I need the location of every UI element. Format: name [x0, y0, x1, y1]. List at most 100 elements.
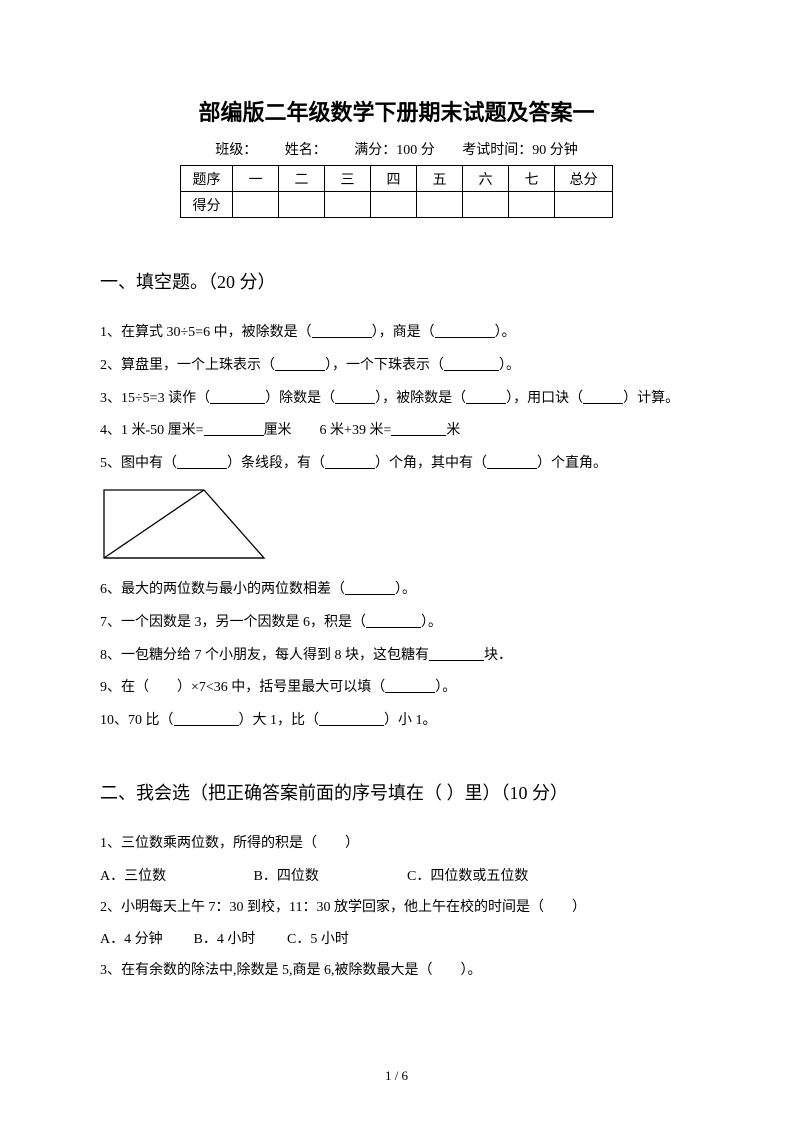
- q6-text-b: ）。: [395, 582, 416, 597]
- s2-q1-options: A．三位数 B．四位数 C．四位数或五位数: [100, 862, 693, 893]
- score-label: 得分: [181, 192, 233, 218]
- score-cell: [279, 192, 325, 218]
- q9: 9、在（ ）×7<36 中，括号里最大可以填（ ）。: [100, 673, 693, 704]
- col-1: 一: [233, 166, 279, 192]
- option-b: B．4 小时: [194, 925, 284, 956]
- blank: [275, 357, 325, 371]
- q3-text-c: ），被除数是（: [375, 391, 466, 406]
- q4-text-a: 4、1 米-50 厘米=: [100, 423, 204, 438]
- blank: [210, 390, 265, 404]
- blank: [435, 324, 495, 338]
- q5-text-a: 5、图中有（: [100, 456, 177, 471]
- page-title: 部编版二年级数学下册期末试题及答案一: [100, 95, 693, 127]
- time-label: 考试时间：90 分钟: [462, 143, 578, 158]
- triangle-outline: [104, 490, 264, 558]
- option-a: A．三位数: [100, 862, 250, 893]
- blank: [319, 712, 384, 726]
- blank: [429, 647, 484, 661]
- score-cell: [555, 192, 613, 218]
- class-label: 班级：: [215, 143, 257, 158]
- col-4: 四: [371, 166, 417, 192]
- col-7: 七: [509, 166, 555, 192]
- q3-text-a: 3、15÷5=3 读作（: [100, 391, 210, 406]
- q2: 2、算盘里，一个上珠表示（），一个下珠表示（）。: [100, 351, 693, 382]
- blank: [204, 422, 264, 436]
- option-c: C．四位数或五位数: [407, 862, 557, 893]
- section1-heading: 一、填空题。（20 分）: [100, 268, 693, 294]
- option-c: C．5 小时: [287, 925, 377, 956]
- q1-text-a: 1、在算式 30÷5=6 中，被除数是（: [100, 325, 312, 340]
- page-footer: 1 / 6: [0, 1068, 793, 1084]
- q9-text-a: 9、在（ ）×7<36 中，括号里最大可以填（: [100, 680, 385, 695]
- blank: [466, 390, 506, 404]
- q3-text-e: ）计算。: [623, 391, 679, 406]
- name-label: 姓名：: [285, 143, 327, 158]
- score-table: 题序 一 二 三 四 五 六 七 总分 得分: [180, 165, 613, 218]
- q5-text-c: ）个角，其中有（: [375, 456, 487, 471]
- q4-text-b: 厘米 6 米+39 米=: [264, 423, 392, 438]
- blank: [391, 422, 446, 436]
- blank: [312, 324, 372, 338]
- header-tixu: 题序: [181, 166, 233, 192]
- q2-text-c: ）。: [499, 358, 520, 373]
- blank: [487, 455, 537, 469]
- blank: [583, 390, 623, 404]
- s2-q3: 3、在有余数的除法中,除数是 5,商是 6,被除数最大是（ ）。: [100, 956, 693, 987]
- col-total: 总分: [555, 166, 613, 192]
- q5: 5、图中有（ ）条线段，有（ ）个角，其中有（ ）个直角。: [100, 449, 693, 480]
- q1-text-c: ）。: [495, 325, 516, 340]
- score-cell: [463, 192, 509, 218]
- triangle-figure: [102, 488, 693, 565]
- col-5: 五: [417, 166, 463, 192]
- q8-text-a: 8、一包糖分给 7 个小朋友，每人得到 8 块，这包糖有: [100, 648, 429, 663]
- triangle-svg: [102, 488, 266, 560]
- q1: 1、在算式 30÷5=6 中，被除数是（ ），商是（ ）。: [100, 318, 693, 349]
- col-6: 六: [463, 166, 509, 192]
- blank: [345, 581, 395, 595]
- q10: 10、70 比（ ）大 1，比（ ）小 1。: [100, 706, 693, 737]
- q2-text-b: ），一个下珠表示（: [325, 358, 444, 373]
- s2-q2-options: A．4 分钟 B．4 小时 C．5 小时: [100, 925, 693, 956]
- q8: 8、一包糖分给 7 个小朋友，每人得到 8 块，这包糖有 块．: [100, 641, 693, 672]
- blank: [444, 357, 499, 371]
- blank: [174, 712, 239, 726]
- blank: [325, 455, 375, 469]
- q7-text-a: 7、一个因数是 3，另一个因数是 6，积是（: [100, 615, 366, 630]
- blank: [335, 390, 375, 404]
- q3-text-d: ），用口诀（: [506, 391, 583, 406]
- q9-text-b: ）。: [435, 680, 456, 695]
- table-row: 得分: [181, 192, 613, 218]
- q5-text-d: ）个直角。: [537, 456, 607, 471]
- q6-text-a: 6、最大的两位数与最小的两位数相差（: [100, 582, 345, 597]
- q4: 4、1 米-50 厘米= 厘米 6 米+39 米= 米: [100, 416, 693, 447]
- score-cell: [233, 192, 279, 218]
- q3: 3、15÷5=3 读作（ ）除数是（ ），被除数是（ ），用口诀（ ）计算。: [100, 384, 693, 415]
- q3-text-b: ）除数是（: [265, 391, 335, 406]
- section2-heading: 二、我会选（把正确答案前面的序号填在（ ）里）（10 分）: [100, 779, 693, 805]
- col-3: 三: [325, 166, 371, 192]
- blank: [177, 455, 227, 469]
- q8-text-b: 块．: [484, 648, 512, 663]
- s2-q2: 2、小明每天上午 7：30 到校，11：30 放学回家，他上午在校的时间是（ ）: [100, 893, 693, 924]
- q6: 6、最大的两位数与最小的两位数相差（ ）。: [100, 575, 693, 606]
- col-2: 二: [279, 166, 325, 192]
- triangle-diagonal: [104, 490, 204, 558]
- q7: 7、一个因数是 3，另一个因数是 6，积是（ ）。: [100, 608, 693, 639]
- q10-text-c: ）小 1。: [384, 713, 437, 728]
- score-cell: [509, 192, 555, 218]
- blank: [366, 614, 421, 628]
- option-a: A．4 分钟: [100, 925, 190, 956]
- q10-text-a: 10、70 比（: [100, 713, 174, 728]
- q5-text-b: ）条线段，有（: [227, 456, 325, 471]
- s2-q1: 1、三位数乘两位数，所得的积是（ ）: [100, 829, 693, 860]
- q4-text-c: 米: [446, 423, 460, 438]
- score-cell: [417, 192, 463, 218]
- q7-text-b: ）。: [421, 615, 442, 630]
- q1-text-b: ），商是（: [372, 325, 435, 340]
- q10-text-b: ）大 1，比（: [239, 713, 320, 728]
- meta-row: 班级： 姓名： 满分：100 分 考试时间：90 分钟: [100, 139, 693, 159]
- full-score-label: 满分：100 分: [354, 143, 435, 158]
- score-cell: [371, 192, 417, 218]
- table-row: 题序 一 二 三 四 五 六 七 总分: [181, 166, 613, 192]
- score-cell: [325, 192, 371, 218]
